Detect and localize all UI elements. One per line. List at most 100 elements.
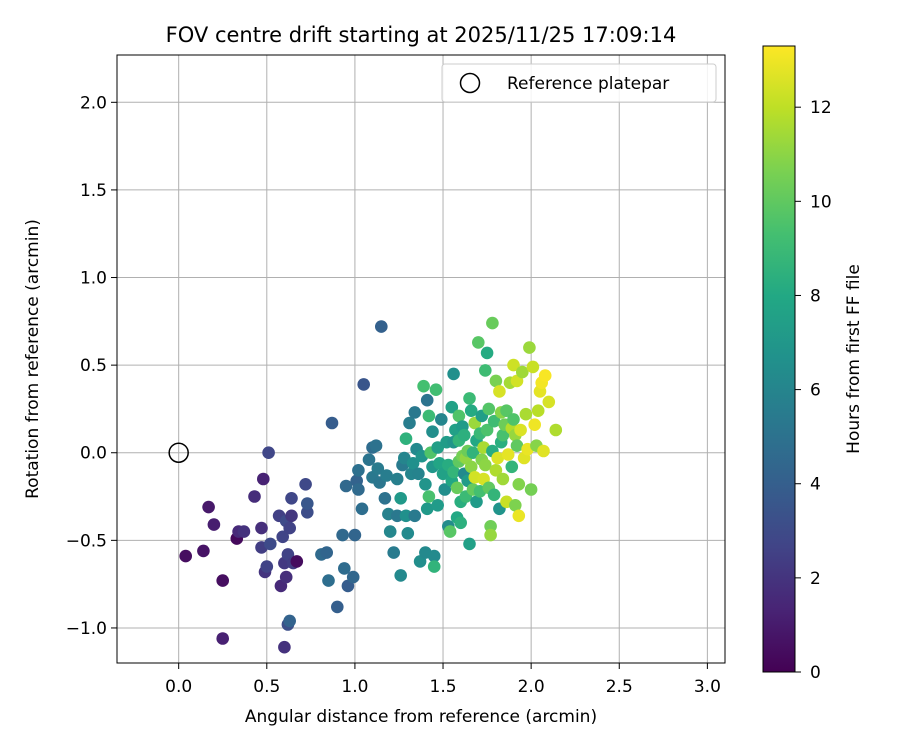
x-tick-label: 2.5 bbox=[606, 677, 633, 697]
colorbar-tick-label: 2 bbox=[810, 569, 821, 589]
data-point bbox=[301, 506, 314, 519]
data-point bbox=[542, 395, 556, 409]
data-point bbox=[339, 479, 353, 493]
data-point bbox=[443, 525, 457, 538]
data-point bbox=[484, 528, 497, 542]
data-point bbox=[427, 560, 441, 573]
data-point bbox=[255, 521, 268, 535]
data-point bbox=[285, 509, 298, 523]
data-point bbox=[279, 570, 293, 584]
data-point bbox=[431, 499, 445, 512]
data-point bbox=[445, 400, 459, 414]
data-point bbox=[331, 600, 344, 614]
scatter-points bbox=[179, 316, 563, 654]
x-tick-label: 3.0 bbox=[694, 677, 721, 697]
data-point bbox=[489, 374, 503, 388]
data-point bbox=[276, 530, 290, 544]
colorbar-tick-label: 4 bbox=[810, 475, 821, 495]
data-point bbox=[549, 423, 563, 437]
data-point bbox=[516, 365, 529, 379]
data-point bbox=[352, 464, 365, 477]
data-point bbox=[202, 500, 215, 514]
plot-frame bbox=[116, 54, 726, 664]
data-point bbox=[369, 439, 383, 453]
data-point bbox=[538, 369, 552, 382]
data-point bbox=[463, 392, 476, 405]
y-axis-label: Rotation from reference (arcmin) bbox=[23, 219, 43, 499]
y-tick-label: −0.5 bbox=[66, 531, 107, 551]
data-point bbox=[290, 555, 304, 568]
data-point bbox=[438, 483, 452, 496]
y-tick-label: 2.0 bbox=[80, 93, 107, 113]
data-point bbox=[422, 490, 436, 503]
data-point bbox=[500, 404, 513, 418]
data-point bbox=[480, 346, 494, 360]
chart-title: FOV centre drift starting at 2025/11/25 … bbox=[166, 23, 677, 47]
data-point bbox=[264, 537, 277, 551]
data-point bbox=[420, 393, 434, 407]
data-point bbox=[348, 528, 362, 542]
data-point bbox=[537, 444, 550, 458]
colorbar-tick-label: 8 bbox=[810, 286, 821, 306]
data-point bbox=[479, 364, 492, 377]
data-point bbox=[484, 520, 497, 533]
data-point bbox=[301, 497, 314, 510]
data-point bbox=[422, 409, 436, 423]
data-point bbox=[383, 525, 397, 538]
data-point bbox=[457, 428, 471, 442]
data-point bbox=[285, 492, 298, 505]
data-point bbox=[419, 478, 432, 491]
data-point bbox=[524, 483, 538, 496]
legend-box bbox=[441, 63, 717, 103]
y-tick-label: 0.0 bbox=[80, 444, 107, 464]
x-tick-label: 1.0 bbox=[341, 677, 368, 697]
colorbar-tick-label: 6 bbox=[810, 381, 821, 401]
data-point bbox=[394, 569, 408, 582]
y-tick-label: 0.5 bbox=[80, 356, 107, 376]
data-point bbox=[338, 562, 351, 575]
data-point bbox=[408, 406, 422, 419]
data-point bbox=[519, 407, 533, 421]
data-point bbox=[482, 402, 496, 416]
data-point bbox=[491, 451, 505, 465]
data-point bbox=[514, 423, 527, 437]
legend-entry: Reference platepar bbox=[507, 74, 669, 94]
data-point bbox=[325, 416, 339, 430]
data-point bbox=[507, 358, 520, 372]
data-point bbox=[248, 490, 261, 503]
data-point bbox=[417, 379, 430, 393]
data-point bbox=[472, 336, 485, 349]
data-point bbox=[452, 409, 466, 423]
y-tick-label: 1.0 bbox=[80, 269, 107, 289]
data-point bbox=[179, 549, 192, 563]
data-point bbox=[260, 560, 274, 573]
data-point bbox=[493, 385, 506, 398]
data-point bbox=[496, 428, 510, 442]
colorbar-ticks: 0 2 4 6 8 10 12 bbox=[795, 98, 832, 683]
colorbar-label: Hours from first FF file bbox=[844, 264, 864, 454]
data-point bbox=[278, 640, 291, 654]
data-point bbox=[390, 472, 404, 486]
data-point bbox=[509, 499, 522, 512]
data-point bbox=[487, 488, 501, 502]
x-axis-ticks: 0.0 0.5 1.0 1.5 2.0 2.5 3.0 bbox=[165, 663, 721, 697]
x-tick-label: 2.0 bbox=[518, 677, 545, 697]
data-point bbox=[450, 481, 464, 495]
data-point bbox=[510, 439, 524, 453]
data-point bbox=[237, 525, 251, 538]
data-point bbox=[479, 458, 492, 472]
data-point bbox=[380, 469, 393, 482]
data-point bbox=[371, 462, 385, 475]
x-tick-label: 1.5 bbox=[430, 677, 457, 697]
data-point bbox=[299, 478, 312, 491]
data-point bbox=[387, 546, 401, 559]
data-point bbox=[207, 518, 221, 531]
colorbar-tick-label: 10 bbox=[810, 192, 832, 212]
colorbar-tick-label: 0 bbox=[810, 663, 821, 683]
data-point bbox=[427, 549, 441, 563]
legend: Reference platepar bbox=[441, 63, 717, 103]
data-point bbox=[507, 413, 520, 426]
data-point bbox=[406, 457, 420, 470]
data-point bbox=[486, 316, 499, 330]
